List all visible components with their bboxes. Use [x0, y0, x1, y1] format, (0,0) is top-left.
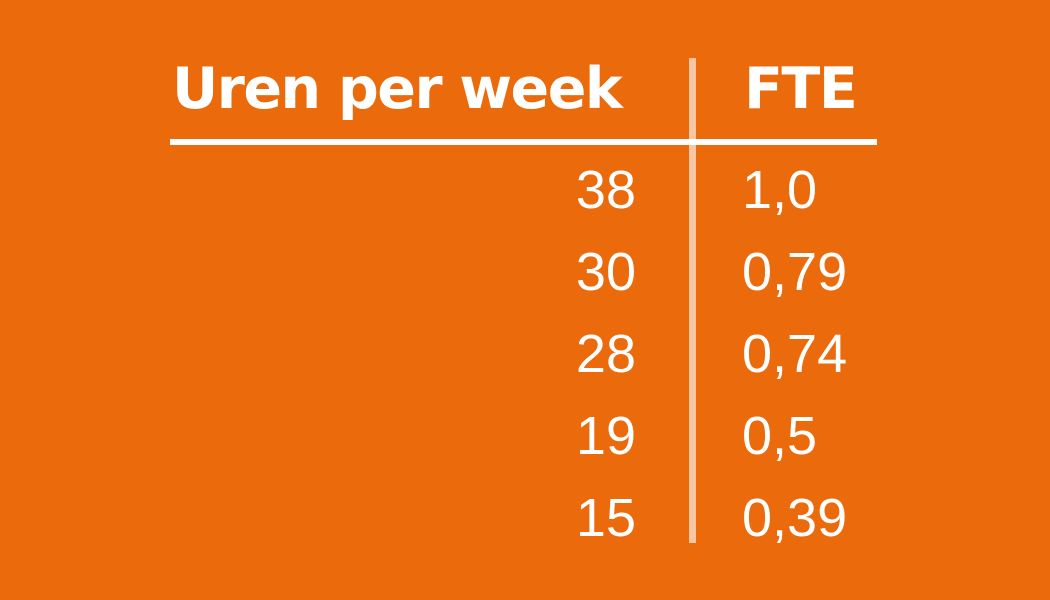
table-row: 15 0,39 — [170, 477, 880, 559]
table-row: 30 0,79 — [170, 231, 880, 313]
fte-value: 0,39 — [742, 488, 848, 548]
table-header-row: Uren per week FTE — [170, 58, 880, 139]
table-row: 19 0,5 — [170, 395, 880, 477]
fte-value: 1,0 — [742, 160, 818, 220]
uren-value: 19 — [575, 406, 636, 466]
table-body: 38 1,0 30 0,79 28 0,74 19 0,5 15 0,39 — [170, 149, 880, 559]
table-row: 38 1,0 — [170, 149, 880, 231]
uren-value: 15 — [575, 488, 636, 548]
header-uren-per-week: Uren per week — [172, 56, 623, 122]
fte-value: 0,74 — [742, 324, 848, 384]
table-row: 28 0,74 — [170, 313, 880, 395]
fte-value: 0,79 — [742, 242, 848, 302]
header-underline — [170, 139, 877, 145]
uren-value: 28 — [575, 324, 636, 384]
vertical-divider — [689, 58, 696, 543]
uren-value: 38 — [575, 160, 636, 220]
header-fte: FTE — [744, 56, 858, 122]
uren-value: 30 — [575, 242, 636, 302]
fte-value: 0,5 — [742, 406, 818, 466]
conversion-table: Uren per week FTE 38 1,0 30 0,79 28 0,74… — [170, 58, 880, 559]
